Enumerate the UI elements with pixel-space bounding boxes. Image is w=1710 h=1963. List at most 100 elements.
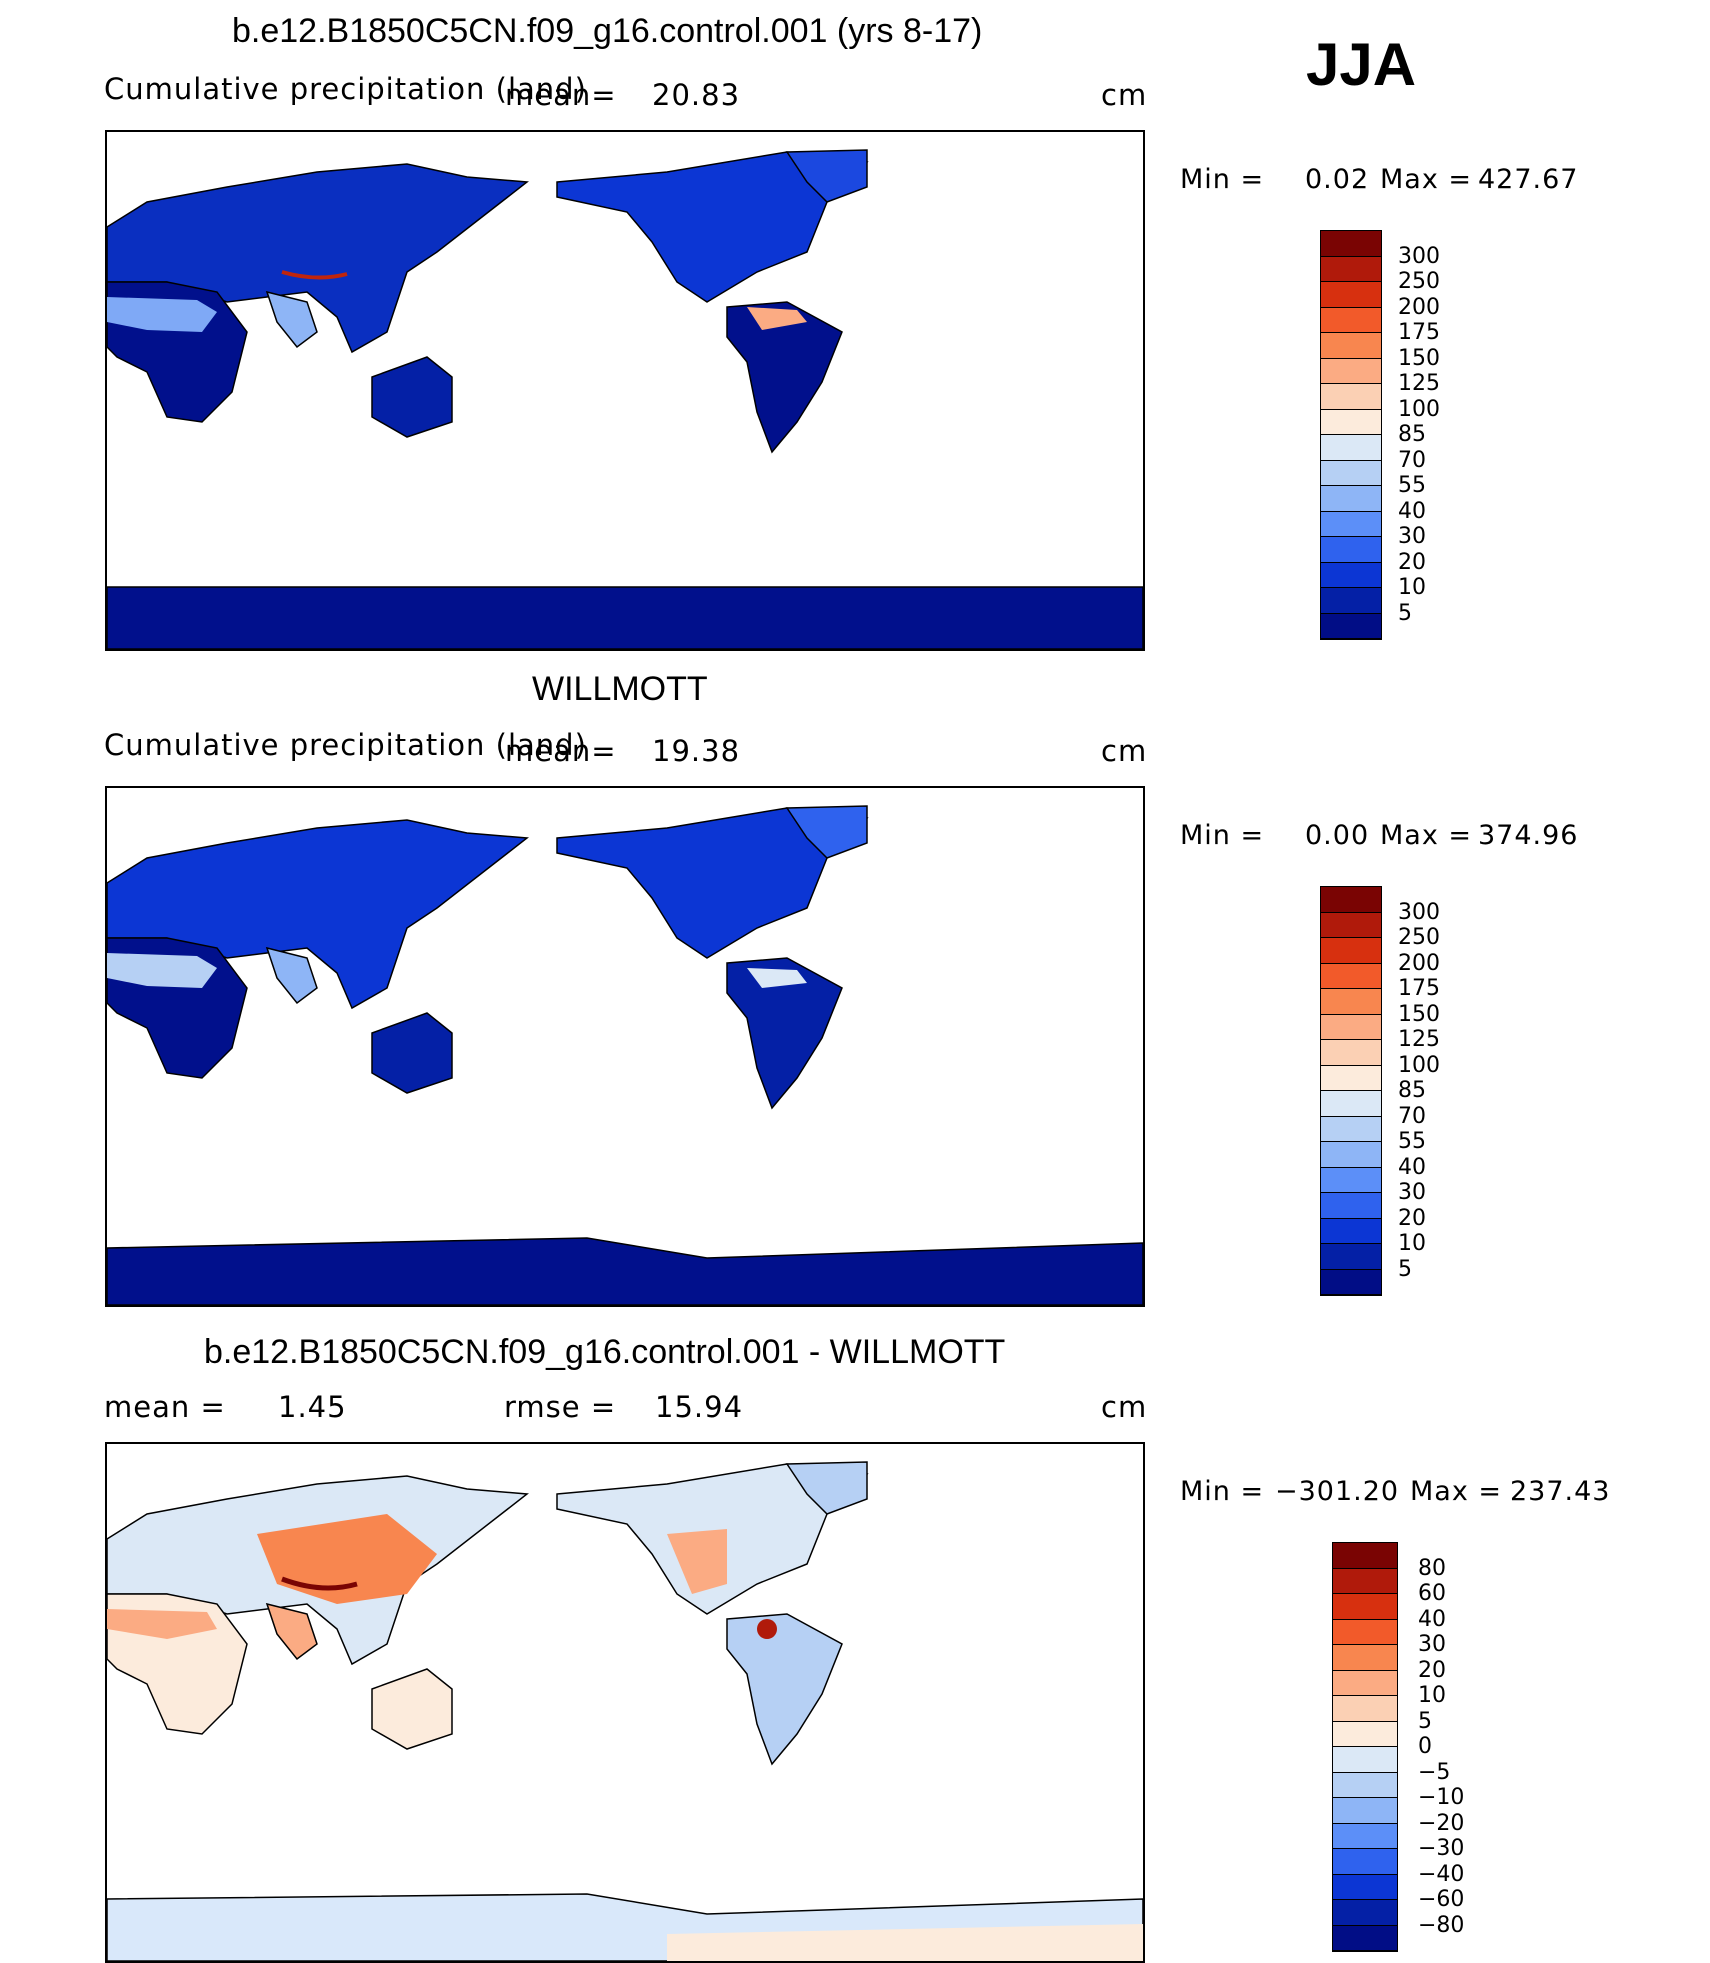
colorbar-swatch	[1333, 1823, 1397, 1849]
colorbar-tick-label: 20	[1398, 1205, 1426, 1231]
colorbar-swatch	[1321, 1269, 1381, 1295]
panel-3-mean-label: mean =	[104, 1390, 226, 1424]
colorbar-swatch	[1333, 1747, 1397, 1773]
colorbar-tick-label: 300	[1398, 243, 1440, 269]
colorbar-swatch	[1321, 1014, 1381, 1040]
colorbar-tick-label: 10	[1418, 1683, 1446, 1708]
panel-1-subtitle: Cumulative precipitation (land)	[104, 72, 587, 106]
colorbar-tick-label: 100	[1398, 1052, 1440, 1078]
colorbar-swatch	[1321, 1116, 1381, 1142]
colorbar-tick-label: −40	[1418, 1861, 1465, 1887]
colorbar-tick-label: 200	[1398, 294, 1440, 320]
colorbar-swatch	[1333, 1900, 1397, 1926]
colorbar-swatch	[1321, 435, 1381, 461]
colorbar-tick-label: 150	[1398, 345, 1440, 371]
colorbar-swatch	[1333, 1772, 1397, 1798]
colorbar-tick-label: 40	[1418, 1606, 1446, 1632]
colorbar-tick-label: 80	[1418, 1555, 1446, 1581]
colorbar-tick-label: 10	[1398, 1231, 1426, 1256]
colorbar-tick-label: −30	[1418, 1836, 1465, 1861]
colorbar-swatch	[1321, 486, 1381, 512]
colorbar-swatch	[1321, 231, 1381, 257]
colorbar-swatch	[1321, 384, 1381, 410]
colorbar-swatch	[1321, 307, 1381, 333]
colorbar-swatch	[1333, 1568, 1397, 1594]
panel-1-min-value: 0.02	[1305, 164, 1370, 195]
colorbar-swatch	[1321, 537, 1381, 563]
colorbar-tick-label: 20	[1418, 1657, 1446, 1683]
colorbar-swatch	[1321, 1091, 1381, 1117]
colorbar-swatch	[1321, 256, 1381, 282]
panel-1-title: b.e12.B1850C5CN.f09_g16.control.001 (yrs…	[232, 12, 983, 50]
colorbar-tick-label: 30	[1398, 1180, 1426, 1205]
panel-2-mean-value: 19.38	[652, 734, 741, 768]
colorbar-swatch	[1321, 613, 1381, 639]
panel-2-max-label: Max =	[1380, 820, 1473, 851]
colorbar-swatch	[1321, 460, 1381, 486]
colorbar-swatch	[1321, 1040, 1381, 1066]
colorbar-tick-label: 60	[1418, 1581, 1446, 1606]
colorbar-tick-label: 85	[1398, 1078, 1426, 1103]
panel-2-colorbar	[1320, 886, 1382, 1296]
colorbar-tick-label: −5	[1418, 1759, 1451, 1785]
colorbar-tick-label: 55	[1398, 473, 1426, 498]
colorbar-swatch	[1321, 282, 1381, 308]
colorbar-swatch	[1321, 912, 1381, 938]
panel-2-max-value: 374.96	[1478, 820, 1579, 851]
colorbar-swatch	[1333, 1696, 1397, 1722]
colorbar-tick-label: 10	[1398, 575, 1426, 600]
colorbar-swatch	[1333, 1721, 1397, 1747]
colorbar-tick-label: −60	[1418, 1887, 1465, 1912]
panel-1-mean-value: 20.83	[652, 78, 741, 112]
colorbar-tick-label: 85	[1398, 422, 1426, 447]
colorbar-tick-label: −80	[1418, 1912, 1465, 1938]
panel-1-map-svg	[107, 149, 1143, 649]
panel-3-rmse-label: rmse =	[504, 1390, 617, 1424]
panel-1-units: cm	[1101, 78, 1148, 112]
colorbar-tick-label: −10	[1418, 1785, 1465, 1810]
colorbar-swatch	[1333, 1849, 1397, 1875]
panel-3-mean-value: 1.45	[278, 1390, 347, 1424]
colorbar-tick-label: 5	[1398, 1256, 1412, 1282]
colorbar-swatch	[1321, 511, 1381, 537]
panel-2-map	[105, 786, 1145, 1307]
panel-1-max-label: Max =	[1380, 164, 1473, 195]
colorbar-swatch	[1333, 1543, 1397, 1569]
colorbar-swatch	[1321, 358, 1381, 384]
colorbar-swatch	[1333, 1594, 1397, 1620]
panel-2-min-value: 0.00	[1305, 820, 1370, 851]
panel-3-rmse-value: 15.94	[655, 1390, 744, 1424]
colorbar-tick-label: −20	[1418, 1810, 1465, 1836]
colorbar-swatch	[1321, 1065, 1381, 1091]
panel-2-title: WILLMOTT	[532, 670, 708, 708]
colorbar-swatch	[1321, 1218, 1381, 1244]
colorbar-swatch	[1333, 1925, 1397, 1951]
panel-1-mean-label: mean=	[505, 78, 617, 112]
colorbar-tick-label: 40	[1398, 498, 1426, 524]
colorbar-swatch	[1333, 1619, 1397, 1645]
colorbar-tick-label: 5	[1398, 600, 1412, 626]
colorbar-tick-label: 30	[1398, 524, 1426, 549]
panel-2-subtitle: Cumulative precipitation (land)	[104, 728, 587, 762]
colorbar-swatch	[1321, 938, 1381, 964]
colorbar-tick-label: 100	[1398, 396, 1440, 422]
colorbar-tick-label: 200	[1398, 950, 1440, 976]
colorbar-swatch	[1321, 1142, 1381, 1168]
colorbar-swatch	[1321, 887, 1381, 913]
colorbar-swatch	[1333, 1874, 1397, 1900]
colorbar-tick-label: 125	[1398, 1027, 1440, 1052]
panel-2-mean-label: mean=	[505, 734, 617, 768]
colorbar-tick-label: 70	[1398, 447, 1426, 473]
colorbar-tick-label: 30	[1418, 1632, 1446, 1657]
panel-3-units: cm	[1101, 1390, 1148, 1424]
panel-2-map-svg	[107, 805, 1143, 1305]
colorbar-tick-label: 125	[1398, 371, 1440, 396]
panel-1-colorbar	[1320, 230, 1382, 640]
colorbar-tick-label: 175	[1398, 320, 1440, 345]
colorbar-tick-label: 175	[1398, 976, 1440, 1001]
colorbar-swatch	[1321, 1193, 1381, 1219]
colorbar-tick-label: 70	[1398, 1103, 1426, 1129]
colorbar-tick-label: 20	[1398, 549, 1426, 575]
colorbar-swatch	[1333, 1645, 1397, 1671]
colorbar-tick-label: 150	[1398, 1001, 1440, 1027]
